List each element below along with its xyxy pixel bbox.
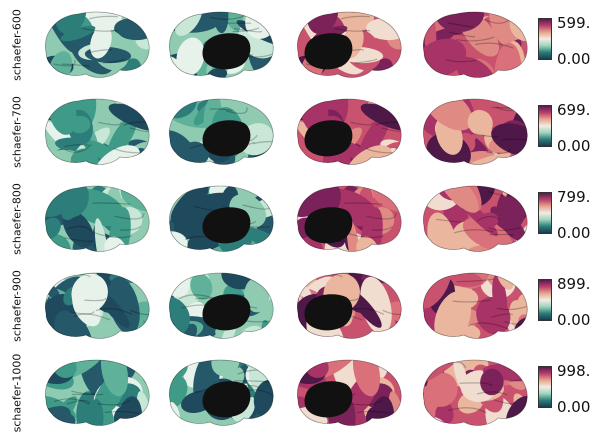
row-label: schaefer-800 <box>2 176 32 263</box>
medial-wall <box>304 294 353 331</box>
colorbar <box>538 279 552 321</box>
colorbar-max-label: 899. <box>557 275 591 293</box>
brain-right-lateral-view <box>416 180 534 258</box>
medial-wall <box>202 33 251 70</box>
parcellation-row: schaefer-800 799. 0.00 <box>0 176 600 263</box>
brain-left-lateral-view <box>38 180 156 258</box>
parcellation-row: schaefer-600 599. 0.00 <box>0 2 600 89</box>
brain-right-lateral-view <box>416 93 534 171</box>
colorbar <box>538 18 552 60</box>
colorbar <box>538 192 552 234</box>
brain-left-medial-view <box>162 180 280 258</box>
brain-right-medial-view <box>290 180 408 258</box>
parcellation-row: schaefer-900 899. 0.00 <box>0 263 600 350</box>
medial-wall <box>202 381 251 418</box>
colorbar-min-label: 0.00 <box>557 311 591 329</box>
medial-wall <box>202 294 251 331</box>
brain-right-lateral-view <box>416 6 534 84</box>
colorbar-max-label: 998. <box>557 362 591 380</box>
colorbar-min-label: 0.00 <box>557 137 591 155</box>
brain-right-medial-view <box>290 93 408 171</box>
row-label-text: schaefer-800 <box>10 183 24 255</box>
colorbar <box>538 105 552 147</box>
row-label: schaefer-700 <box>2 89 32 176</box>
medial-wall <box>304 120 353 157</box>
row-label: schaefer-600 <box>2 2 32 89</box>
medial-wall <box>202 120 251 157</box>
brain-right-medial-view <box>290 6 408 84</box>
row-label-text: schaefer-1000 <box>10 353 24 433</box>
row-label-text: schaefer-600 <box>10 9 24 81</box>
medial-wall <box>304 207 353 244</box>
brain-right-lateral-view <box>416 267 534 345</box>
brain-left-medial-view <box>162 93 280 171</box>
colorbar-max-label: 599. <box>557 14 591 32</box>
colorbar-max-label: 799. <box>557 188 591 206</box>
brain-left-medial-view <box>162 6 280 84</box>
colorbar-min-label: 0.00 <box>557 398 591 416</box>
row-label-text: schaefer-700 <box>10 96 24 168</box>
brain-right-medial-view <box>290 354 408 432</box>
medial-wall <box>202 207 251 244</box>
row-label-text: schaefer-900 <box>10 270 24 342</box>
row-label: schaefer-1000 <box>2 350 32 437</box>
brain-left-medial-view <box>162 354 280 432</box>
brain-right-medial-view <box>290 267 408 345</box>
brain-left-lateral-view <box>38 267 156 345</box>
parcellation-row: schaefer-700 699. 0.00 <box>0 89 600 176</box>
brain-left-lateral-view <box>38 93 156 171</box>
brain-left-lateral-view <box>38 6 156 84</box>
brain-left-medial-view <box>162 267 280 345</box>
parcellation-row: schaefer-1000 998. 0.00 <box>0 350 600 437</box>
colorbar-max-label: 699. <box>557 101 591 119</box>
medial-wall <box>304 33 353 70</box>
row-label: schaefer-900 <box>2 263 32 350</box>
colorbar-min-label: 0.00 <box>557 224 591 242</box>
colorbar-min-label: 0.00 <box>557 50 591 68</box>
colorbar <box>538 366 552 408</box>
brain-right-lateral-view <box>416 354 534 432</box>
brain-left-lateral-view <box>38 354 156 432</box>
medial-wall <box>304 381 353 418</box>
